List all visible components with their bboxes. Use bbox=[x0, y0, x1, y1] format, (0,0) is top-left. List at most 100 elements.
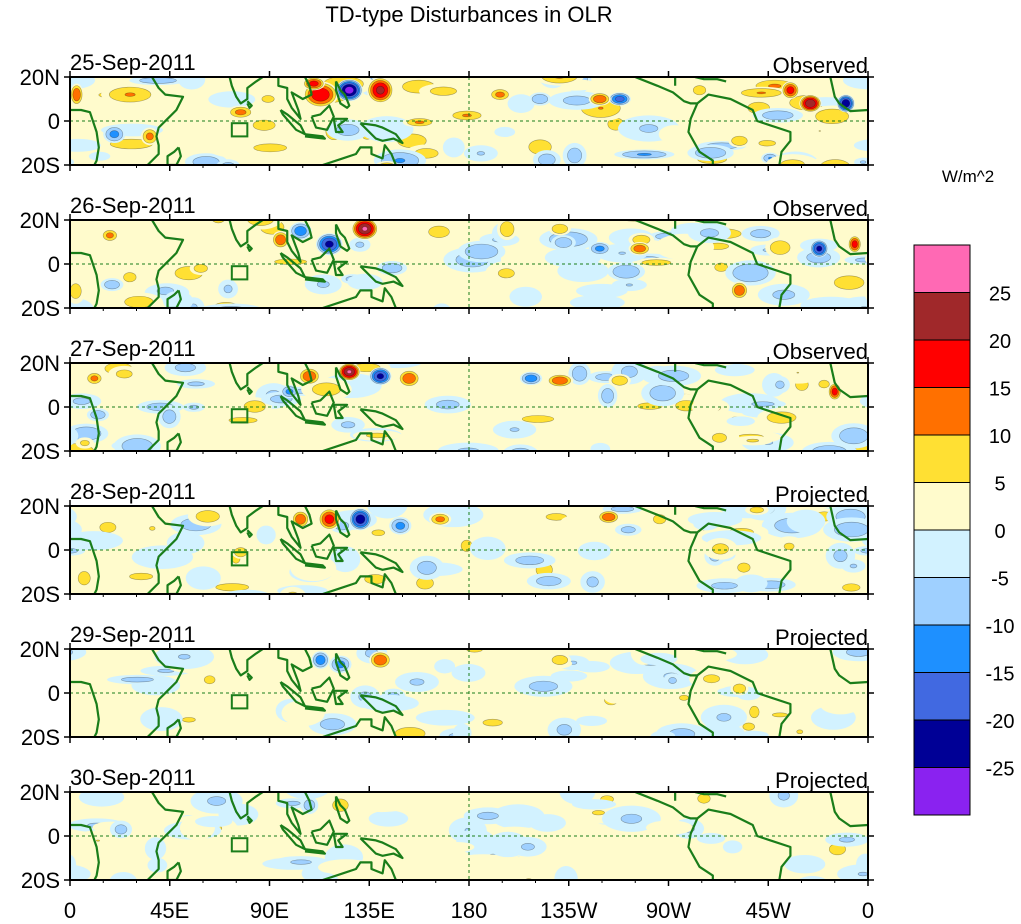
olr-anomaly bbox=[519, 371, 543, 385]
coastline bbox=[634, 363, 792, 451]
background-anomaly bbox=[291, 668, 335, 682]
reference-box bbox=[230, 837, 249, 853]
background-anomaly bbox=[70, 278, 868, 304]
coastline bbox=[310, 533, 335, 560]
colorbar-swatch bbox=[913, 292, 971, 341]
panel-date: 25-Sep-2011 bbox=[70, 50, 196, 75]
coastline bbox=[146, 792, 185, 880]
panel-kind: Observed bbox=[773, 196, 868, 221]
background-anomaly bbox=[78, 792, 125, 807]
coastline bbox=[634, 792, 792, 880]
olr-anomaly bbox=[200, 673, 219, 687]
background-anomaly bbox=[432, 303, 451, 308]
colorbar-swatch bbox=[913, 387, 971, 436]
colorbar-units: W/m^2 bbox=[942, 167, 994, 186]
olr-anomaly bbox=[608, 92, 631, 106]
background-anomaly bbox=[86, 408, 109, 422]
map-panel-6: 20N 0 20S 30-Sep-2011 Projected bbox=[20, 765, 874, 893]
coastline bbox=[70, 537, 100, 594]
chart-title: TD-type Disturbances in OLR bbox=[325, 2, 612, 27]
background-anomaly bbox=[726, 416, 755, 427]
olr-anomaly bbox=[429, 512, 452, 526]
background-anomaly bbox=[503, 444, 539, 451]
coastline bbox=[694, 649, 727, 655]
coastline bbox=[166, 861, 182, 880]
background-anomaly bbox=[113, 434, 161, 451]
background-anomaly bbox=[526, 572, 571, 590]
y-tick-label: 20N bbox=[20, 494, 60, 519]
background-anomaly bbox=[512, 870, 546, 880]
colorbar-swatch bbox=[913, 624, 971, 673]
y-tick-label: 20S bbox=[21, 582, 60, 607]
coastline bbox=[694, 363, 727, 369]
background-anomaly bbox=[201, 303, 261, 308]
olr-anomaly bbox=[488, 88, 512, 102]
coastline bbox=[668, 792, 677, 801]
background-anomaly bbox=[497, 220, 518, 241]
background-anomaly bbox=[590, 442, 611, 451]
background-anomaly bbox=[550, 670, 588, 682]
background-anomaly bbox=[421, 221, 457, 242]
background-anomaly bbox=[469, 536, 506, 561]
background-anomaly bbox=[562, 142, 587, 165]
background-anomaly bbox=[147, 857, 168, 873]
background-anomaly bbox=[503, 552, 556, 569]
background-anomaly bbox=[447, 109, 487, 122]
background-anomaly bbox=[569, 295, 625, 308]
y-tick-label: 20S bbox=[21, 868, 60, 893]
panel-kind: Projected bbox=[775, 625, 868, 650]
olr-anomaly bbox=[103, 125, 126, 143]
coastline bbox=[146, 220, 185, 308]
background-anomaly bbox=[810, 154, 860, 165]
coastline bbox=[829, 220, 868, 256]
coastline bbox=[687, 674, 714, 737]
coastline bbox=[829, 649, 868, 685]
coastline bbox=[332, 689, 349, 706]
olr-anomaly bbox=[351, 220, 379, 240]
background-anomaly bbox=[532, 150, 561, 165]
background-anomaly bbox=[611, 278, 647, 292]
coastline bbox=[322, 287, 397, 308]
coastline bbox=[246, 243, 253, 252]
coastline bbox=[246, 815, 253, 824]
background-anomaly bbox=[438, 841, 475, 853]
colorbar-swatch bbox=[913, 434, 971, 483]
background-anomaly bbox=[452, 723, 472, 737]
background-anomaly bbox=[279, 586, 306, 594]
background-anomaly bbox=[457, 854, 509, 866]
background-anomaly bbox=[687, 512, 743, 528]
background-anomaly bbox=[819, 694, 861, 715]
background-anomaly bbox=[73, 565, 96, 591]
coastline bbox=[304, 562, 327, 569]
background-anomaly bbox=[760, 709, 799, 720]
reference-box bbox=[230, 551, 249, 567]
background-anomaly bbox=[752, 107, 803, 123]
background-anomaly bbox=[773, 536, 805, 557]
background-anomaly bbox=[108, 365, 141, 383]
coastline bbox=[332, 117, 349, 134]
colorbar-swatch bbox=[913, 719, 971, 768]
coastline bbox=[277, 77, 313, 120]
background-anomaly bbox=[733, 86, 790, 99]
background-anomaly bbox=[273, 856, 330, 869]
coastline bbox=[228, 77, 264, 105]
background-anomaly bbox=[331, 417, 365, 433]
coastline bbox=[228, 363, 264, 391]
coastline bbox=[829, 792, 868, 828]
coastline bbox=[70, 823, 100, 880]
coastline bbox=[146, 506, 185, 594]
map-panel-4: 20N 0 20S 28-Sep-2011 Projected bbox=[20, 479, 874, 607]
background-anomaly bbox=[217, 415, 269, 426]
panel-kind: Observed bbox=[773, 53, 868, 78]
coastline bbox=[668, 506, 677, 515]
background-anomaly bbox=[529, 814, 566, 832]
background-anomaly bbox=[176, 715, 202, 725]
olr-anomaly bbox=[70, 83, 84, 106]
background-anomaly bbox=[70, 272, 868, 293]
background-anomaly bbox=[699, 425, 740, 451]
olr-anomaly bbox=[367, 77, 394, 104]
olr-anomaly bbox=[398, 369, 421, 388]
background-anomaly bbox=[158, 405, 181, 429]
background-anomaly bbox=[509, 286, 542, 307]
